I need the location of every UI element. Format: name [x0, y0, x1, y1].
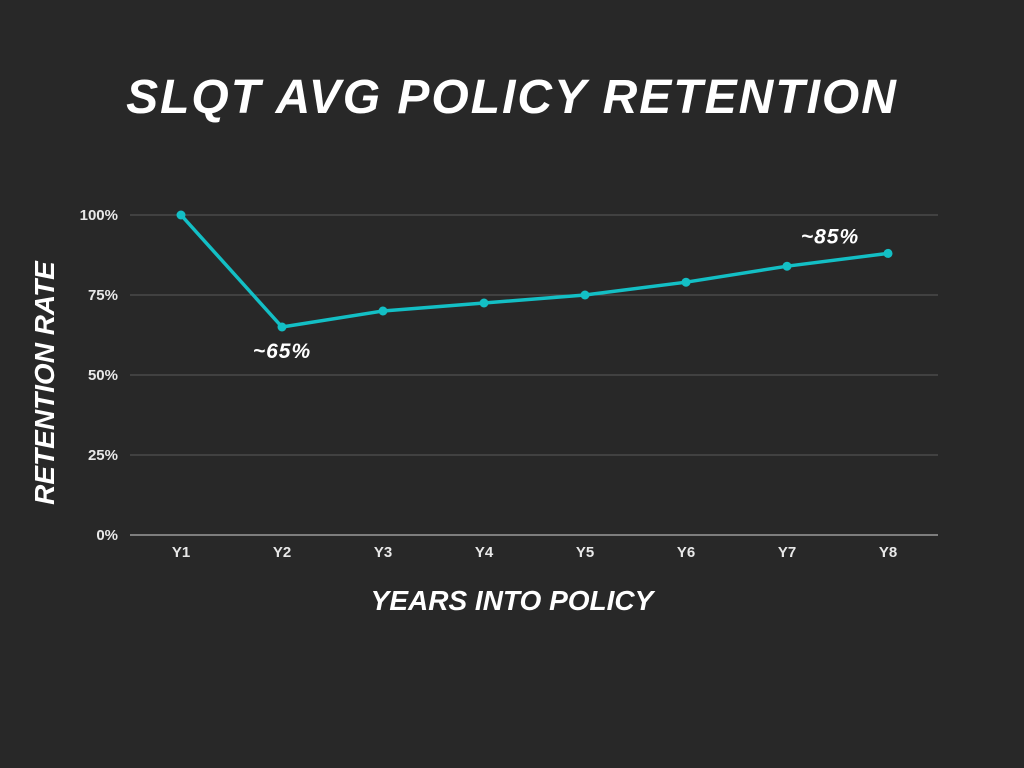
data-point [883, 248, 893, 258]
annotations: ~65% ~85% [253, 225, 859, 363]
data-point [277, 322, 287, 332]
data-point [479, 298, 489, 308]
data-point [681, 277, 691, 287]
y-tick-labels: 0% 25% 50% 75% 100% [80, 207, 118, 544]
y-tick-label: 100% [80, 207, 118, 224]
data-label: ~65% [253, 340, 311, 363]
y-tick-label: 75% [88, 287, 118, 304]
x-tick-label: Y1 [172, 544, 190, 561]
x-tick-label: Y7 [778, 544, 796, 561]
y-axis-title: RETENTION RATE [29, 260, 60, 505]
x-tick-label: Y8 [879, 544, 897, 561]
y-tick-label: 0% [96, 527, 118, 544]
gridlines [130, 214, 938, 536]
x-tick-label: Y2 [273, 544, 291, 561]
x-tick-label: Y6 [677, 544, 695, 561]
x-tick-label: Y4 [475, 544, 494, 561]
x-tick-labels: Y1 Y2 Y3 Y4 Y5 Y6 Y7 Y8 [172, 544, 897, 561]
y-tick-label: 25% [88, 447, 118, 464]
data-point [176, 210, 186, 220]
data-point [378, 306, 388, 316]
x-tick-label: Y5 [576, 544, 594, 561]
x-axis-title: YEARS INTO POLICY [371, 585, 656, 616]
series-line [179, 213, 890, 329]
series-retention [176, 210, 893, 332]
data-point [580, 290, 590, 300]
chart-title: SLQT AVG POLICY RETENTION [126, 71, 898, 124]
data-point [782, 261, 792, 271]
x-tick-label: Y3 [374, 544, 392, 561]
data-label: ~85% [801, 225, 859, 248]
y-tick-label: 50% [88, 367, 118, 384]
